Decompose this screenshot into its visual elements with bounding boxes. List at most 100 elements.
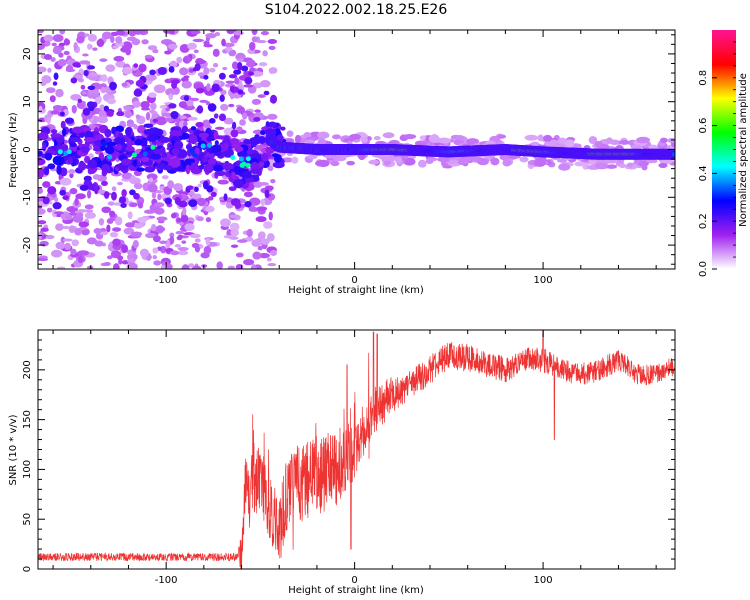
spectrogram-cell [395,156,403,164]
spectrogram-cell [198,164,205,170]
spectrogram-cell [202,119,211,128]
spectrogram-cell [177,250,189,256]
spectrogram-cell [121,66,133,75]
snr-axes: -100 0 100 0 50 100 150 200 [22,329,675,586]
spectrogram-cell [54,211,64,215]
spectrogram-cell [101,180,108,187]
spectrogram-cell [86,183,97,191]
spectrogram-cell [139,248,149,258]
spectrogram-cell [117,255,124,261]
spectrogram-cell [133,159,138,167]
spectrogram-cell [55,88,64,98]
spectrogram-cell [184,223,195,231]
spectrogram-cell [183,95,190,102]
spectrogram-cell [59,30,66,35]
spectrogram-cell [38,220,47,225]
spectrogram-cell [249,168,261,175]
spectrogram-cell [187,42,197,50]
spectrogram-cell [160,264,168,269]
spectrogram-cell [74,197,79,206]
spectrogram-cell [52,155,65,166]
spectrogram-cell [499,153,511,161]
spectrogram-cell [249,41,256,51]
spectrogram-cell [78,221,90,228]
spectrogram-cell [254,109,261,113]
spectrogram-cell [87,167,94,175]
spectrogram-cell [211,164,224,172]
spectrogram-cell [144,166,156,173]
spectrogram-cell [187,116,198,121]
spectrogram-cell [265,121,270,128]
spectrogram-cell [268,45,276,50]
spectrogram-cell [233,69,242,75]
colorbar-tick-label: 0.6 [698,118,709,134]
spectrogram-cell [244,76,253,85]
spectrogram-cell [62,238,73,242]
spectrogram-cell [238,156,244,162]
spectrogram-cell [222,162,234,170]
spectrogram-cell [104,191,110,199]
spectrogram-cell [68,211,77,216]
spectrogram-cell [93,228,102,234]
spectrogram-cell [127,211,133,220]
spectrogram-cell [151,191,157,199]
spectrogram-cell [115,125,125,133]
spectrogram-y-tick-label: 10 [22,95,33,108]
spectrogram-cell [317,131,330,139]
spectrogram-cell [148,109,156,114]
spectrogram-cell [121,172,133,180]
spectrogram-cell [70,137,82,143]
spectrogram-cell [502,158,512,167]
spectrogram-cell [197,72,205,77]
spectrogram-cell [189,233,201,239]
spectrogram-cell [164,165,175,171]
spectrogram-cell [129,189,136,196]
spectrogram-cell [82,108,91,116]
spectrogram-cell [143,209,156,214]
spectrogram-cell [243,84,254,88]
spectrogram-cell [214,140,219,146]
spectrogram-cell [260,31,270,36]
spectrogram-cell [140,137,148,147]
spectrogram-cell [159,240,168,244]
spectrogram-cell [244,176,254,183]
snr-series-line [38,330,675,569]
spectrogram-cell [265,146,271,153]
spectrogram-cell [243,138,251,145]
spectrogram-cell [618,140,630,145]
spectrogram-cell [43,34,54,43]
spectrogram-cell [183,121,188,127]
spectrogram-cell [104,145,115,155]
spectrogram-cell [38,105,43,114]
spectrogram-cell [135,79,145,88]
spectrogram-cell [194,63,201,72]
spectrogram-cell [213,113,219,119]
spectrogram-cell [113,263,120,269]
spectrogram-cell [490,157,500,166]
spectrogram-cell [263,90,270,96]
spectrogram-cell [349,133,362,140]
snr-x-axis-title: Height of straight line (km) [288,585,424,596]
spectrogram-cell [64,242,72,251]
spectrogram-cell [200,143,206,149]
spectrogram-cell [121,244,129,254]
spectrogram-cell [174,244,182,248]
spectrogram-cell [263,221,273,229]
spectrogram-y-tick-label: -10 [22,189,33,205]
spectrogram-cell [609,139,620,145]
spectrogram-y-tick-label: -20 [22,237,33,253]
spectrogram-cell [223,42,235,48]
colorbar-tick-label: 0.0 [698,261,709,277]
spectrogram-cell [61,128,67,137]
spectrogram-cell [133,222,143,229]
spectrogram-cell [133,88,143,97]
spectrogram-cell [87,43,92,50]
spectrogram-cell [270,179,276,184]
spectrogram-cell [111,191,117,201]
spectrogram-cell [269,249,277,256]
spectrogram-cell [223,193,228,202]
spectrogram-cell [219,94,225,102]
spectrogram-cell [195,87,205,94]
spectrogram-cell [229,85,234,93]
spectrogram-cell [588,136,598,145]
